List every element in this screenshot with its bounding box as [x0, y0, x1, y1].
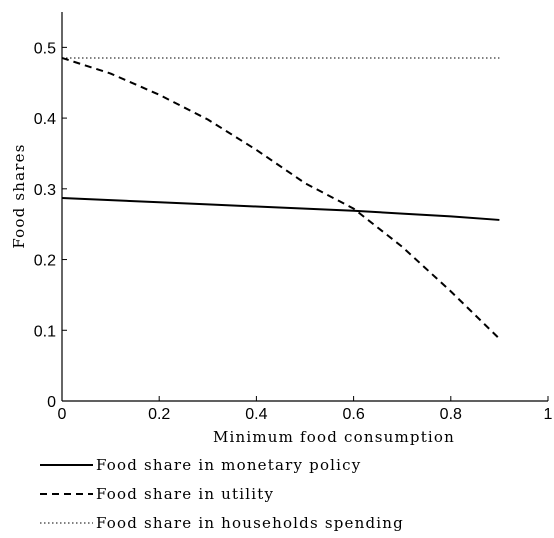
legend-label-monetary-policy: Food share in monetary policy	[96, 456, 361, 474]
series-line-monetary-policy	[61, 197, 500, 221]
y-tick-label: 0.1	[34, 323, 56, 340]
x-tick-label: 0.4	[245, 406, 267, 423]
y-tick-label: 0.3	[34, 182, 56, 199]
y-axis-label: Food shares	[10, 143, 28, 248]
series-lines	[61, 57, 501, 340]
x-tick-label: 0.2	[148, 406, 170, 423]
x-tick-label: 0.8	[440, 406, 462, 423]
series-line-utility	[61, 57, 501, 340]
axes	[61, 12, 548, 402]
y-tick-label: 0.2	[34, 253, 56, 270]
x-tick-label: 1	[544, 406, 553, 423]
y-tick-label: 0.4	[34, 111, 56, 128]
legend-label-households-spending: Food share in households spending	[96, 514, 404, 532]
legend-label-utility: Food share in utility	[96, 485, 274, 503]
x-tick-label: 0.6	[342, 406, 364, 423]
y-tick-label: 0.5	[34, 40, 56, 57]
x-tick-label: 0	[58, 406, 67, 423]
y-tick-label: 0	[47, 394, 56, 411]
x-axis-label: Minimum food consumption	[213, 428, 455, 446]
legend: Food share in monetary policy Food share…	[40, 456, 404, 532]
ticks: 0 0.2 0.4 0.6 0.8 1 0 0.1 0.2 0.3 0.4 0.5	[34, 40, 553, 423]
